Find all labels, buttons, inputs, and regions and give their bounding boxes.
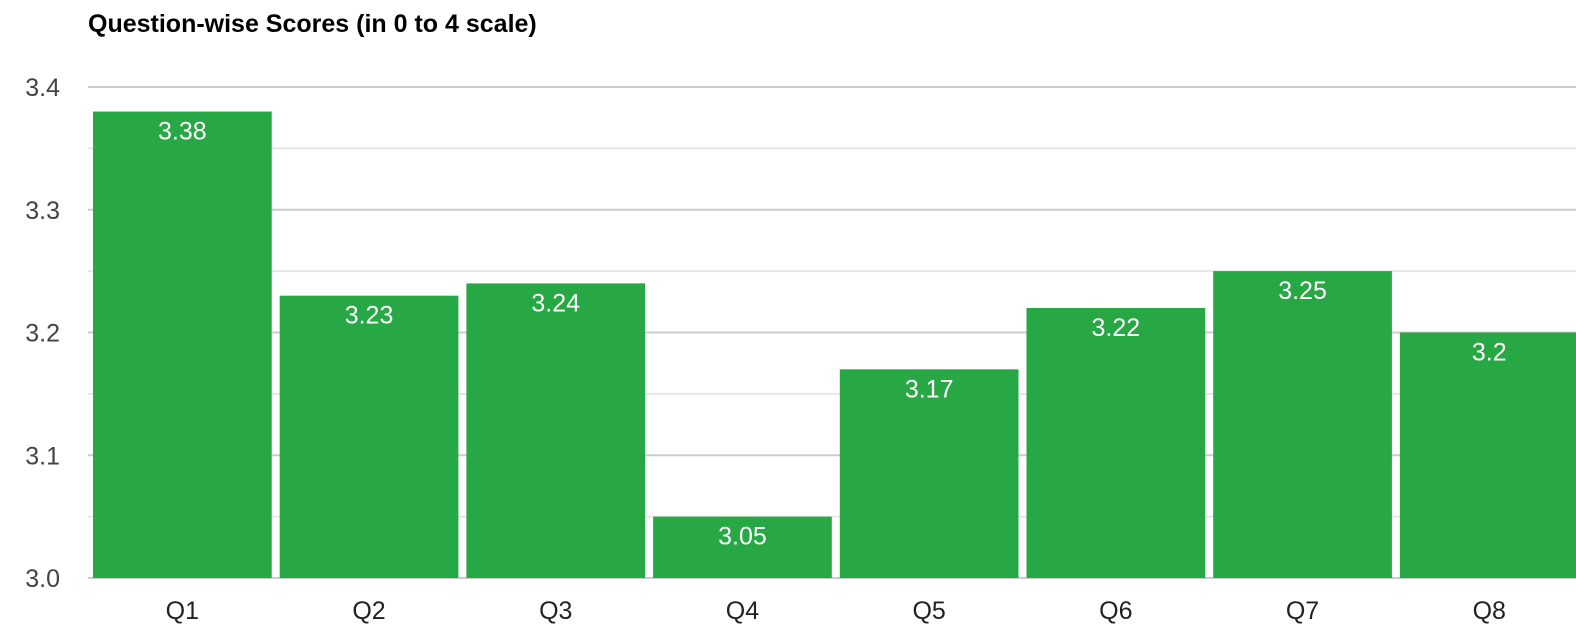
x-category-label: Q6 bbox=[1099, 597, 1132, 625]
bar-q2[interactable] bbox=[279, 295, 459, 578]
chart-title: Question-wise Scores (in 0 to 4 scale) bbox=[88, 10, 537, 38]
x-category-label: Q1 bbox=[166, 597, 199, 625]
data-label: 3.38 bbox=[158, 118, 207, 146]
bar-q4[interactable] bbox=[653, 516, 832, 578]
y-tick-label: 3.4 bbox=[25, 74, 60, 102]
labels-layer: 3.38 3.23 3.24 3.05 3.17 3.22 3.25 3.2 bbox=[158, 118, 1507, 551]
data-label: 3.24 bbox=[531, 289, 580, 317]
data-label: 3.05 bbox=[718, 523, 767, 551]
y-tick-label: 3.2 bbox=[25, 320, 60, 348]
x-category-label: Q4 bbox=[726, 597, 759, 625]
bar-q1[interactable] bbox=[93, 111, 272, 579]
data-label: 3.23 bbox=[345, 302, 394, 330]
x-category-label: Q8 bbox=[1473, 597, 1506, 625]
data-label: 3.22 bbox=[1092, 314, 1141, 342]
x-category-label: Q5 bbox=[912, 597, 945, 625]
y-tick-label: 3.1 bbox=[25, 442, 60, 470]
x-category-label: Q2 bbox=[352, 597, 385, 625]
x-category-label: Q7 bbox=[1286, 597, 1319, 625]
y-tick-label: 3.0 bbox=[25, 565, 60, 593]
axis-layer: 3.0 3.1 3.2 3.3 3.4 Q1 Q2 Q3 Q4 Q5 Q6 Q7 Q8 bbox=[25, 74, 1506, 625]
bar-q6[interactable] bbox=[1026, 307, 1206, 578]
data-label: 3.25 bbox=[1278, 277, 1327, 305]
data-label: 3.2 bbox=[1472, 339, 1507, 367]
bar-q5[interactable] bbox=[839, 369, 1019, 578]
data-label: 3.17 bbox=[905, 375, 954, 403]
bar-q7[interactable] bbox=[1213, 271, 1392, 578]
y-tick-label: 3.3 bbox=[25, 197, 60, 225]
x-category-label: Q3 bbox=[539, 597, 572, 625]
bar-q3[interactable] bbox=[466, 283, 646, 578]
bars-layer bbox=[93, 111, 1576, 579]
bar-q8[interactable] bbox=[1399, 332, 1576, 579]
